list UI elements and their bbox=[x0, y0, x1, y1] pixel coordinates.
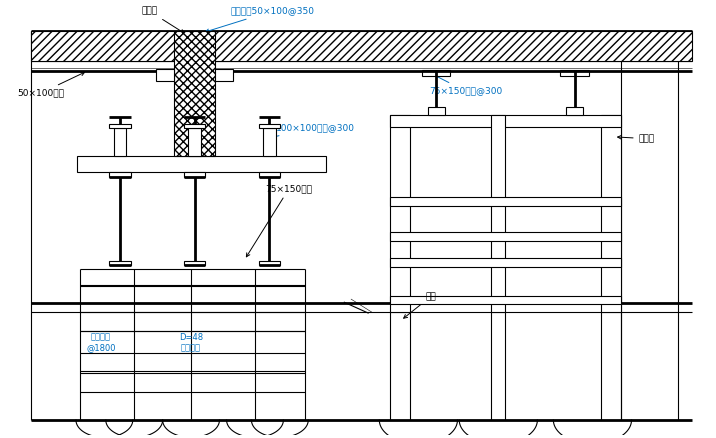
Bar bbox=[561, 70, 589, 76]
Text: 胶合板: 胶合板 bbox=[141, 7, 184, 33]
Bar bbox=[77, 156, 326, 172]
Bar bbox=[156, 68, 174, 81]
Bar bbox=[110, 261, 130, 265]
Bar bbox=[32, 31, 692, 61]
Bar bbox=[390, 232, 621, 240]
Bar bbox=[390, 115, 621, 127]
Text: 半门架: 半门架 bbox=[618, 134, 654, 143]
Bar bbox=[390, 198, 621, 206]
Text: 50×100方木: 50×100方木 bbox=[17, 72, 84, 98]
Bar bbox=[390, 258, 621, 267]
Bar bbox=[258, 261, 280, 265]
Bar bbox=[174, 31, 216, 156]
Text: 水平钢管
@1800: 水平钢管 @1800 bbox=[86, 332, 115, 352]
Bar bbox=[184, 261, 205, 265]
Text: 75×150方木@300: 75×150方木@300 bbox=[429, 72, 503, 95]
Text: 立档方木50×100@350: 立档方木50×100@350 bbox=[205, 7, 314, 32]
Bar bbox=[566, 106, 584, 115]
Text: 75×150方木: 75×150方木 bbox=[246, 184, 313, 257]
Bar bbox=[601, 115, 621, 312]
Bar bbox=[110, 124, 130, 128]
Text: 门架: 门架 bbox=[404, 292, 436, 318]
Bar bbox=[184, 172, 205, 177]
Bar bbox=[390, 115, 410, 312]
Bar bbox=[184, 124, 205, 128]
Bar bbox=[491, 115, 505, 312]
Bar bbox=[258, 124, 280, 128]
Bar bbox=[216, 68, 233, 81]
Bar bbox=[110, 172, 130, 177]
Text: 100×100方木@300: 100×100方木@300 bbox=[269, 124, 355, 139]
Bar bbox=[114, 128, 127, 156]
Bar bbox=[422, 70, 450, 76]
Bar bbox=[263, 128, 276, 156]
Text: D=48
钢管立杆: D=48 钢管立杆 bbox=[179, 332, 203, 352]
Bar bbox=[427, 106, 445, 115]
Bar bbox=[390, 296, 621, 304]
Bar bbox=[258, 172, 280, 177]
Bar bbox=[188, 128, 201, 156]
